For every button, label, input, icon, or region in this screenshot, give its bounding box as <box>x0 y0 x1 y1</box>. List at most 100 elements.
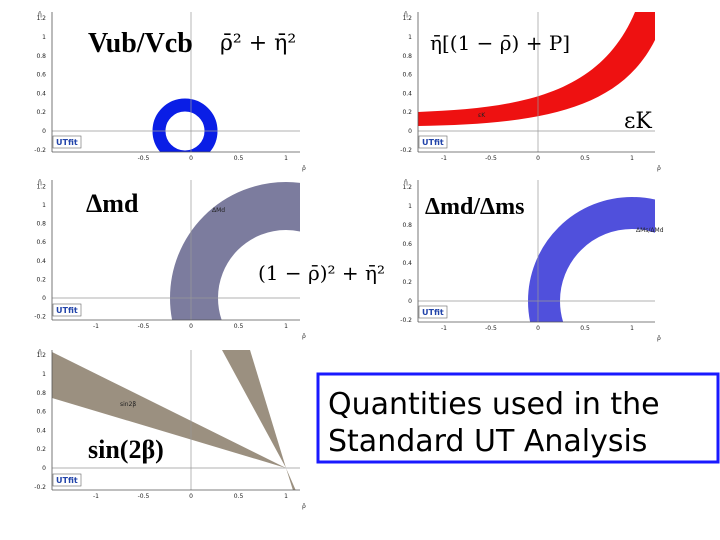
x-tick-label: 0 <box>189 323 193 330</box>
y-tick-label: 0.8 <box>402 222 412 229</box>
band-label: sin2β <box>120 401 136 408</box>
x-axis-label: ρ̄ <box>302 333 306 340</box>
y-tick-label: 0.4 <box>402 90 412 97</box>
panels: -0.5 0 0.5 1 1.2 1 0.8 0.6 0.4 0.2 0 -0.2 ρ̄ η̄ UTfit V… <box>34 11 663 510</box>
x-tick-label: 0.5 <box>580 325 590 332</box>
x-tick-label: -1 <box>93 323 99 330</box>
x-tick-label: -1 <box>441 325 447 332</box>
note-line: Quantities used in the <box>328 387 660 422</box>
y-tick-label: 0 <box>42 128 46 135</box>
y-tick-label: 0.2 <box>402 279 412 286</box>
formula: η̄[(1 − ρ̄) + P] <box>430 31 570 55</box>
y-tick-label: 0.2 <box>402 109 412 116</box>
y-tick-label: 0.8 <box>36 390 46 397</box>
y-axis-label: η̄ <box>404 11 408 18</box>
y-tick-label: 1 <box>408 34 412 41</box>
x-tick-label: 0.5 <box>580 155 590 162</box>
title: sin(2β) <box>88 435 164 464</box>
title: Vub/Vcb <box>88 28 193 59</box>
y-axis-label: η̄ <box>38 349 42 356</box>
y-tick-label: -0.2 <box>400 317 412 324</box>
y-tick-label: 0.6 <box>402 72 412 79</box>
x-axis-label: ρ̄ <box>657 335 661 342</box>
y-tick-label: 0.2 <box>36 446 46 453</box>
logo-box <box>52 135 82 149</box>
x-axis-label: ρ̄ <box>657 165 661 172</box>
y-tick-label: 0 <box>408 128 412 135</box>
formula-bg <box>254 260 404 288</box>
logo-box <box>418 135 448 149</box>
y-tick-label: 0.6 <box>36 239 46 246</box>
plot-panel: -0.5 0 0.5 1 1.2 1 0.8 0.6 0.4 0.2 0 -0.2 ρ̄ η̄ UTfit V… <box>34 11 306 172</box>
plot-panel: -1 -0.5 0 0.5 1 1.2 1 0.8 0.6 0.4 0.2 0 -0.2 ρ̄ η̄ UTfi… <box>400 11 661 172</box>
formula: ρ̄² + η̄² <box>220 31 296 56</box>
x-tick-label: -0.5 <box>138 155 150 162</box>
x-tick-label: -0.5 <box>485 325 497 332</box>
y-tick-label: 1 <box>42 371 46 378</box>
band-label: ΔMd <box>212 207 225 214</box>
constraint-band <box>52 352 286 468</box>
logo: UTfit <box>56 306 78 315</box>
logo-box <box>52 473 82 487</box>
x-tick-label: 1 <box>630 155 634 162</box>
y-tick-label: 1.2 <box>36 183 46 190</box>
logo: UTfit <box>56 138 78 147</box>
y-tick-label: 0.2 <box>36 276 46 283</box>
constraint-band <box>418 12 655 126</box>
plot-area <box>418 12 655 126</box>
constraint-band <box>286 468 296 490</box>
y-tick-label: -0.2 <box>34 484 46 491</box>
y-tick-label: 0.6 <box>36 409 46 416</box>
x-tick-label: -0.5 <box>138 323 150 330</box>
y-tick-label: 1 <box>42 34 46 41</box>
x-tick-label: 0.5 <box>234 155 244 162</box>
title: Δmd <box>86 189 139 218</box>
y-axis-label: η̄ <box>38 179 42 186</box>
y-tick-label: 0.6 <box>402 241 412 248</box>
x-tick-label: -0.5 <box>138 493 150 500</box>
y-tick-label: 1.2 <box>402 15 412 22</box>
y-tick-label: 0.4 <box>36 427 46 434</box>
title: εK <box>624 109 652 134</box>
constraint-band <box>222 350 286 468</box>
x-tick-label: 1 <box>630 325 634 332</box>
y-tick-label: -0.2 <box>34 147 46 154</box>
y-tick-label: 1.2 <box>36 15 46 22</box>
y-tick-label: 1 <box>408 203 412 210</box>
logo: UTfit <box>422 308 444 317</box>
note-box <box>316 372 720 464</box>
band-label: εK <box>478 112 486 119</box>
y-tick-label: 0.8 <box>36 53 46 60</box>
logo-box <box>52 303 82 317</box>
y-tick-label: 0.4 <box>36 258 46 265</box>
plot-area <box>52 350 296 490</box>
logo-box <box>418 305 448 319</box>
y-tick-label: 0 <box>42 465 46 472</box>
x-tick-label: -1 <box>441 155 447 162</box>
logo: UTfit <box>422 138 444 147</box>
plot-panel: -1 -0.5 0 0.5 1 1.2 1 0.8 0.6 0.4 0.2 0 -0.2 ρ̄ η̄ UTfi… <box>400 179 663 342</box>
y-tick-label: 0 <box>408 298 412 305</box>
y-tick-label: -0.2 <box>400 147 412 154</box>
y-tick-label: -0.2 <box>34 314 46 321</box>
x-tick-label: 0 <box>189 155 193 162</box>
formula: (1 − ρ̄)² + η̄² <box>258 261 385 285</box>
x-tick-label: 0 <box>536 325 540 332</box>
x-tick-label: -0.5 <box>485 155 497 162</box>
x-tick-label: -1 <box>93 493 99 500</box>
y-tick-label: 1 <box>42 202 46 209</box>
plot-panel: -1 -0.5 0 0.5 1 1.2 1 0.8 0.6 0.4 0.2 0 -0.2 ρ̄ η̄ UTfi… <box>34 179 404 340</box>
x-tick-label: 1 <box>284 323 288 330</box>
y-tick-label: 0.6 <box>36 72 46 79</box>
logo: UTfit <box>56 476 78 485</box>
y-tick-label: 1.2 <box>402 184 412 191</box>
x-axis-label: ρ̄ <box>302 503 306 510</box>
y-axis-label: η̄ <box>404 179 408 186</box>
x-tick-label: 0.5 <box>234 493 244 500</box>
y-tick-label: 1.2 <box>36 352 46 359</box>
plot-panel: -1 -0.5 0 0.5 1 1.2 1 0.8 0.6 0.4 0.2 0 -0.2 ρ̄ η̄ UTfi… <box>34 349 306 510</box>
note-line: Standard UT Analysis <box>328 424 647 459</box>
x-tick-label: 1 <box>284 493 288 500</box>
x-tick-label: 1 <box>284 155 288 162</box>
y-axis-label: η̄ <box>38 11 42 18</box>
